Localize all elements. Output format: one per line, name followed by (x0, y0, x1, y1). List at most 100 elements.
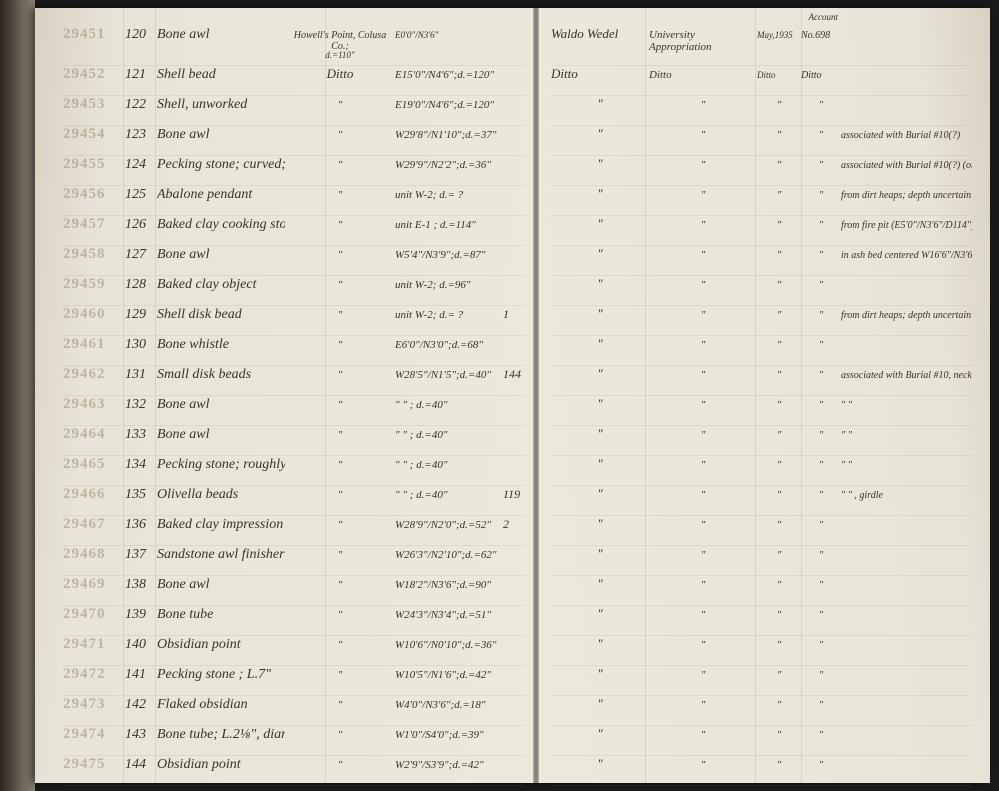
coordinates: W1'0"/S4'0";d.=39" (395, 729, 503, 741)
item-number: 124 (125, 157, 157, 173)
fund: Ditto (649, 69, 757, 81)
item-description: Bone awl (157, 427, 285, 443)
collector: Ditto (551, 66, 649, 82)
item-description: Abalone pendant (157, 187, 285, 203)
collector: " (551, 396, 649, 412)
locality: " (285, 639, 395, 651)
notes: from dirt heaps; depth uncertain (841, 190, 972, 201)
account: " (801, 310, 841, 321)
account-header-label: Account (809, 12, 839, 22)
locality: " (285, 99, 395, 111)
catalog-number: 29466 (63, 486, 125, 503)
date: " (757, 699, 801, 711)
collector: " (551, 156, 649, 172)
catalog-number: 29454 (63, 126, 125, 143)
notes: in ash bed centered W16'6"/N3'6"/D89" (841, 250, 972, 261)
collector: " (551, 696, 649, 712)
locality: " (285, 219, 395, 231)
item-number: 132 (125, 397, 157, 413)
ledger-row: 29467136Baked clay impression"W28'9"/N2'… (63, 516, 525, 546)
locality: " (285, 759, 395, 771)
catalog-number: 29469 (63, 576, 125, 593)
date: " (757, 399, 801, 411)
account: " (801, 400, 841, 411)
item-number: 121 (125, 67, 157, 83)
item-number: 142 (125, 697, 157, 713)
fund: " (649, 699, 757, 711)
locality: " (285, 519, 395, 531)
locality: " (285, 459, 395, 471)
item-number: 138 (125, 577, 157, 593)
coordinates: W2'9"/S3'9";d.=42" (395, 759, 503, 771)
coordinates: W29'9"/N2'2";d.=36" (395, 159, 503, 171)
item-number: 125 (125, 187, 157, 203)
account: " (801, 460, 841, 471)
fund: " (649, 99, 757, 111)
ledger-row-right: """" (551, 666, 972, 696)
account: " (801, 760, 841, 771)
date: " (757, 519, 801, 531)
notes: from fire pit (E5'0"/N3'6"/D114") (841, 220, 972, 231)
item-description: Baked clay cooking stone, frag. (157, 217, 285, 233)
locality: " (285, 699, 395, 711)
date: " (757, 549, 801, 561)
item-description: Pecking stone ; L.7" (157, 667, 285, 683)
locality: " (285, 579, 395, 591)
collector: " (551, 276, 649, 292)
item-description: Bone tube; L.2⅛", diam.= 13/16" (157, 727, 285, 743)
item-description: Obsidian point (157, 757, 285, 773)
notes: associated with Burial #10, necklace (841, 370, 972, 381)
catalog-number: 29458 (63, 246, 125, 263)
coordinates: " " ; d.=40" (395, 459, 503, 471)
locality: " (285, 129, 395, 141)
account: " (801, 550, 841, 561)
coordinates: E0'0"/N3'6" (395, 32, 503, 39)
item-number: 135 (125, 487, 157, 503)
locality: " (285, 189, 395, 201)
date: " (757, 579, 801, 591)
date: " (757, 99, 801, 111)
date: " (757, 609, 801, 621)
item-number: 127 (125, 247, 157, 263)
ledger-row: 29455124Pecking stone; curved; cross-sec… (63, 156, 525, 186)
coordinates: unit W-2; d.= ? (395, 189, 503, 201)
date: " (757, 759, 801, 771)
fund: " (649, 639, 757, 651)
ledger-row-right: """"from dirt heaps; depth uncertain (551, 186, 972, 216)
account: " (801, 580, 841, 591)
notes: " " (841, 460, 972, 471)
locality: " (285, 429, 395, 441)
coordinates: " " ; d.=40" (395, 489, 503, 501)
quantity: 2 (503, 517, 525, 532)
fund: " (649, 339, 757, 351)
account: " (801, 700, 841, 711)
coordinates: unit W-2; d.= ? (395, 309, 503, 321)
catalog-number: 29452 (63, 66, 125, 83)
ledger-row: 29463132Bone awl"" " ; d.=40" (63, 396, 525, 426)
ledger-row: 29474143Bone tube; L.2⅛", diam.= 13/16""… (63, 726, 525, 756)
item-number: 130 (125, 337, 157, 353)
date: " (757, 129, 801, 141)
account: " (801, 100, 841, 111)
ledger-row-right: """" (551, 726, 972, 756)
collector: " (551, 726, 649, 742)
locality: " (285, 279, 395, 291)
date: Ditto (757, 70, 801, 80)
item-number: 131 (125, 367, 157, 383)
ledger-row: 29471140Obsidian point"W10'6"/N0'10";d.=… (63, 636, 525, 666)
collector: " (551, 636, 649, 652)
locality: " (285, 669, 395, 681)
collector: " (551, 546, 649, 562)
ledger-row-right: Waldo WedelUniversity AppropriationMay,1… (551, 26, 972, 66)
locality: " (285, 609, 395, 621)
fund: " (649, 669, 757, 681)
coordinates: W5'4"/N3'9";d.=87" (395, 249, 503, 261)
coordinates: W18'2"/N3'6";d.=90" (395, 579, 503, 591)
collector: " (551, 246, 649, 262)
item-number: 134 (125, 457, 157, 473)
coordinates: E19'0"/N4'6";d.=120" (395, 99, 503, 111)
locality: " (285, 309, 395, 321)
item-description: Pecking stone; roughly wedge-shaped; L.4… (157, 457, 285, 473)
coordinates: W10'5"/N1'6";d.=42" (395, 669, 503, 681)
ledger-row-right: """" (551, 606, 972, 636)
